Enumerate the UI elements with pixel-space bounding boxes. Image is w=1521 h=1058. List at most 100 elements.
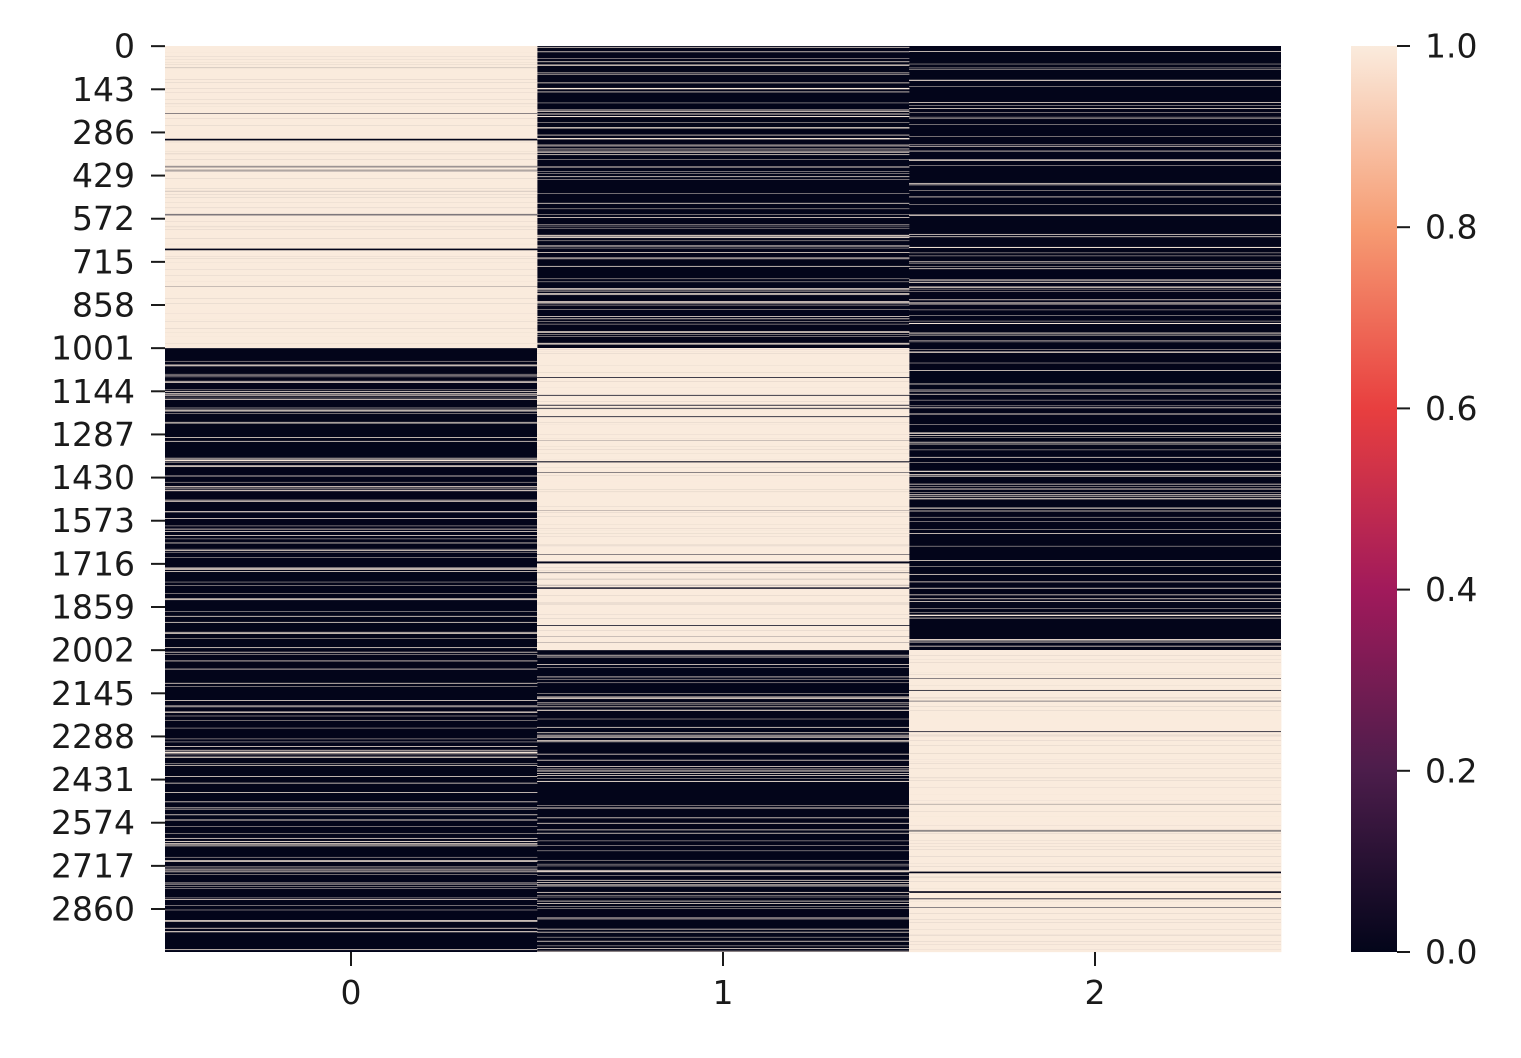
heatmap-cell — [537, 473, 909, 476]
heatmap-cell — [537, 775, 909, 776]
heatmap-cell — [537, 830, 909, 831]
heatmap-cell — [165, 921, 537, 922]
heatmap-cell — [537, 237, 909, 238]
heatmap-cell — [909, 280, 1281, 281]
y-tick-label: 858 — [72, 286, 135, 325]
heatmap-cell — [909, 287, 1281, 288]
heatmap-cell — [909, 863, 1281, 866]
heatmap-cell — [537, 176, 909, 177]
heatmap-cell — [165, 599, 537, 600]
colorbar-tick-label: 0.0 — [1425, 933, 1477, 972]
heatmap-cell — [165, 488, 537, 489]
y-tick-label: 572 — [72, 199, 135, 238]
heatmap-cell — [165, 227, 537, 229]
heatmap-cell — [165, 320, 537, 322]
heatmap-cell — [165, 208, 537, 213]
heatmap-cell — [909, 919, 1281, 923]
heatmap-cell — [165, 170, 537, 171]
heatmap-cell — [165, 151, 537, 154]
colorbar-gradient — [1351, 46, 1397, 952]
heatmap-cell — [909, 390, 1281, 391]
heatmap-cell — [537, 266, 909, 267]
heatmap-cell — [537, 932, 909, 933]
heatmap-cell — [537, 301, 909, 302]
heatmap-cell — [537, 884, 909, 885]
heatmap-cell — [537, 741, 909, 742]
heatmap-cell — [165, 616, 537, 617]
heatmap-cell — [165, 146, 537, 152]
heatmap-cell — [537, 702, 909, 703]
heatmap-cell — [909, 236, 1281, 237]
heatmap-cell — [909, 151, 1281, 152]
heatmap-cell — [909, 893, 1281, 899]
heatmap-cell — [909, 707, 1281, 711]
heatmap-cell — [537, 154, 909, 155]
heatmap-cell — [537, 929, 909, 930]
heatmap-cell — [537, 631, 909, 637]
heatmap-cell — [909, 701, 1281, 707]
heatmap-cell — [909, 663, 1281, 668]
heatmap-cell — [537, 318, 909, 319]
heatmap-cell — [909, 299, 1281, 300]
heatmap-cell — [537, 289, 909, 290]
heatmap-cell — [165, 753, 537, 754]
heatmap-cell — [909, 803, 1281, 804]
heatmap-cell — [165, 647, 537, 648]
heatmap-cell — [537, 366, 909, 373]
heatmap-cell — [909, 811, 1281, 817]
heatmap-cell — [165, 393, 537, 394]
heatmap-cell — [537, 732, 909, 733]
heatmap-cell — [909, 598, 1281, 599]
heatmap-cell — [909, 302, 1281, 303]
heatmap-cell — [537, 388, 909, 395]
heatmap-cell — [165, 807, 537, 808]
heatmap-cell — [165, 195, 537, 198]
heatmap-cell — [165, 391, 537, 392]
heatmap-cell — [537, 503, 909, 506]
heatmap-cell — [909, 282, 1281, 283]
heatmap-cell — [537, 546, 909, 547]
heatmap-cell — [165, 99, 537, 101]
heatmap-cell — [165, 298, 537, 304]
heatmap-cell — [537, 492, 909, 493]
heatmap-cell — [537, 664, 909, 665]
heatmap-cell — [165, 141, 537, 143]
x-tick-label: 2 — [1085, 973, 1106, 1012]
heatmap-cell — [537, 589, 909, 596]
heatmap-cell — [165, 622, 537, 623]
heatmap-cell — [165, 712, 537, 713]
heatmap-cell — [165, 281, 537, 286]
heatmap-cell — [165, 259, 537, 263]
heatmap-cell — [537, 568, 909, 571]
heatmap-cell — [165, 860, 537, 861]
heatmap-cell — [537, 293, 909, 294]
heatmap-cell — [909, 80, 1281, 81]
heatmap-cell — [909, 352, 1281, 353]
heatmap-cell — [165, 949, 537, 950]
heatmap-cell — [909, 873, 1281, 875]
heatmap-cell — [165, 486, 537, 487]
heatmap-cell — [165, 752, 537, 753]
heatmap-cell — [537, 553, 909, 555]
heatmap-cell — [165, 132, 537, 139]
y-tick-label: 1287 — [51, 415, 135, 454]
heatmap-cell — [909, 394, 1281, 395]
heatmap-cell — [909, 474, 1281, 475]
colorbar-tick-label: 0.8 — [1425, 208, 1477, 247]
heatmap-cell — [537, 903, 909, 904]
heatmap-cell — [165, 459, 537, 460]
heatmap-cell — [909, 778, 1281, 779]
heatmap-cell — [537, 434, 909, 439]
heatmap-cell — [909, 618, 1281, 619]
heatmap-cell — [537, 735, 909, 736]
heatmap-cell — [165, 159, 537, 163]
heatmap-cell — [537, 493, 909, 499]
heatmap-cell — [165, 197, 537, 202]
heatmap-cell — [537, 470, 909, 472]
heatmap-cell — [909, 831, 1281, 834]
x-tick-label: 1 — [713, 973, 734, 1012]
y-tick-label: 0 — [114, 27, 135, 66]
heatmap-cell — [537, 402, 909, 405]
heatmap-cell — [165, 313, 537, 319]
heatmap-cell — [165, 46, 537, 52]
